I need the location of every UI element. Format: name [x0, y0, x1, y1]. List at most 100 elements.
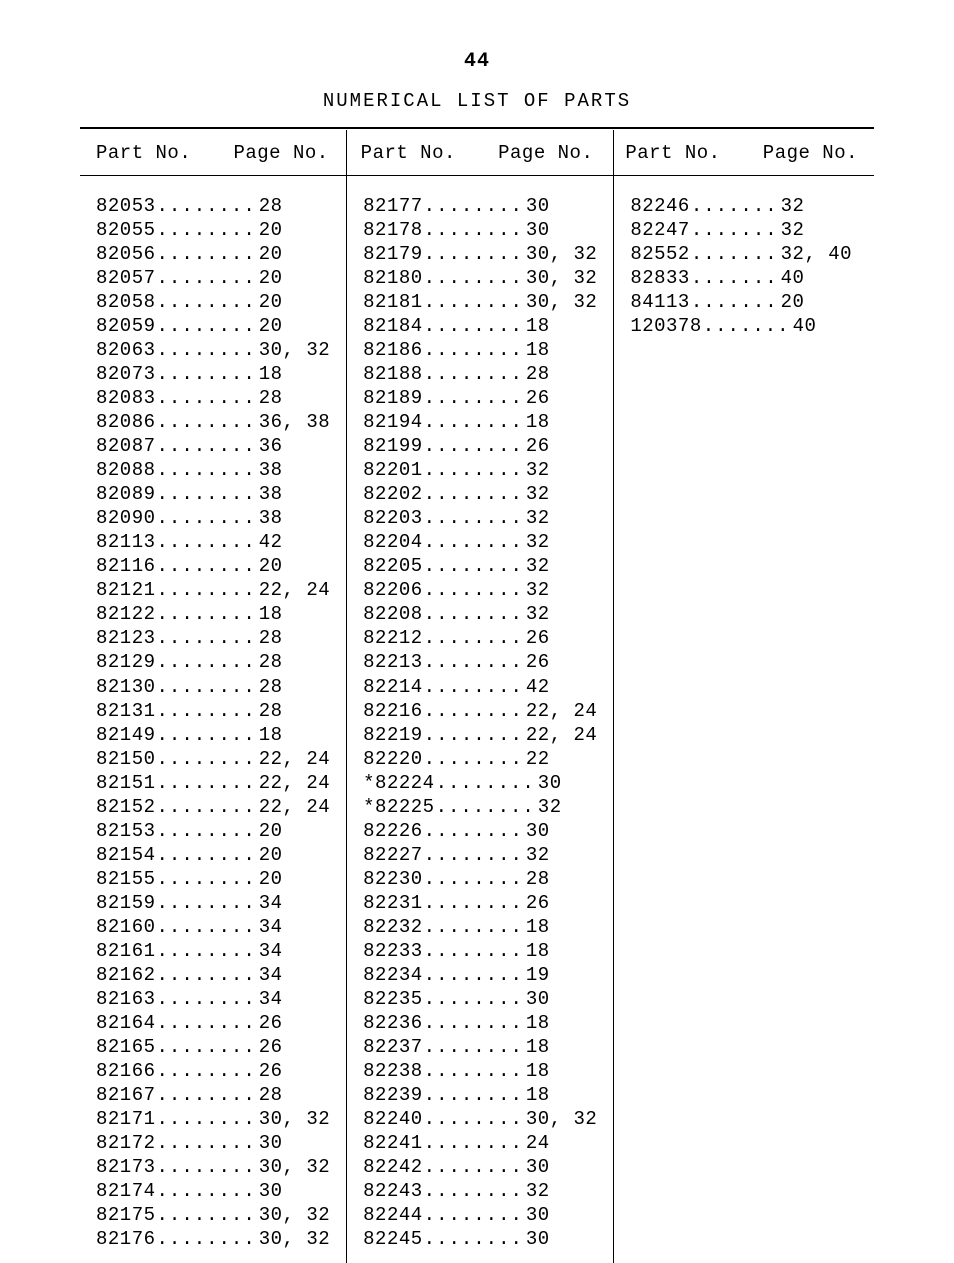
index-entry: 82239........ 18: [363, 1085, 597, 1107]
leader-dots: ........: [156, 556, 257, 578]
leader-dots: ........: [423, 1181, 524, 1203]
index-entry: 82238........ 18: [363, 1061, 597, 1083]
index-entry: 82188........ 28: [363, 364, 597, 386]
leader-dots: ........: [423, 484, 524, 506]
part-number: 82220: [363, 749, 423, 771]
index-entry: 82167........28: [96, 1085, 330, 1107]
part-number: 82159: [96, 893, 156, 915]
part-number: *82225: [363, 797, 434, 819]
part-number: 82129: [96, 652, 156, 674]
index-entry: 82162........34: [96, 965, 330, 987]
page-ref: 30: [524, 821, 550, 843]
part-number: 82174: [96, 1181, 156, 1203]
page-ref: 30: [524, 196, 550, 218]
page-ref: 28: [257, 388, 283, 410]
page-ref: 28: [257, 677, 283, 699]
page-ref: 32: [524, 532, 550, 554]
columns-container: 82053........2882055........2082056.....…: [70, 194, 884, 1254]
index-entry: 82164........26: [96, 1013, 330, 1035]
part-number: 82188: [363, 364, 423, 386]
leader-dots: ........: [423, 677, 524, 699]
part-number: 82178: [363, 220, 423, 242]
page-ref: 28: [257, 628, 283, 650]
part-number: 82090: [96, 508, 156, 530]
part-number: 82057: [96, 268, 156, 290]
part-number: 82131: [96, 701, 156, 723]
page-ref: 26: [257, 1061, 283, 1083]
header-part-label: Part No.: [625, 143, 720, 165]
index-entry: *82224........ 30: [363, 773, 597, 795]
leader-dots: ........: [156, 1061, 257, 1083]
index-entry: 82199........ 26: [363, 436, 597, 458]
leader-dots: ........: [423, 1061, 524, 1083]
page-ref: 24: [524, 1133, 550, 1155]
index-entry: 82247....... 32: [630, 220, 858, 242]
header-page-label: Page No.: [763, 143, 858, 165]
part-number: 82177: [363, 196, 423, 218]
page-ref: 22: [524, 749, 550, 771]
leader-dots: .......: [690, 292, 779, 314]
part-number: 82833: [630, 268, 690, 290]
header-col-2: Part No. Page No.: [345, 143, 610, 165]
part-number: 82216: [363, 701, 423, 723]
index-entry: 82150........22, 24: [96, 749, 330, 771]
index-entry: 82204........ 32: [363, 532, 597, 554]
page-ref: 34: [257, 965, 283, 987]
page-ref: 32: [524, 580, 550, 602]
leader-dots: ........: [156, 701, 257, 723]
page-ref: 20: [257, 869, 283, 891]
part-number: 82201: [363, 460, 423, 482]
index-entry: 82131........28: [96, 701, 330, 723]
page-ref: 36, 38: [257, 412, 330, 434]
page-ref: 30, 32: [257, 1205, 330, 1227]
index-entry: 82171........30, 32: [96, 1109, 330, 1131]
index-entry: 82194........ 18: [363, 412, 597, 434]
leader-dots: ........: [423, 965, 524, 987]
part-number: 82199: [363, 436, 423, 458]
part-number: 82086: [96, 412, 156, 434]
part-number: 82246: [630, 196, 690, 218]
part-number: 82231: [363, 893, 423, 915]
part-number: 82113: [96, 532, 156, 554]
leader-dots: ........: [156, 604, 257, 626]
page-ref: 18: [524, 340, 550, 362]
part-number: 82176: [96, 1229, 156, 1251]
part-number: 82116: [96, 556, 156, 578]
index-entry: 82165........26: [96, 1037, 330, 1059]
leader-dots: ........: [156, 244, 257, 266]
leader-dots: ........: [156, 460, 257, 482]
part-number: 82154: [96, 845, 156, 867]
part-number: 82163: [96, 989, 156, 1011]
index-entry: 82246....... 32: [630, 196, 858, 218]
page-ref: 32: [779, 196, 805, 218]
part-number: 82238: [363, 1061, 423, 1083]
leader-dots: ........: [156, 196, 257, 218]
page-ref: 30: [257, 1133, 283, 1155]
index-entry: 82175........30, 32: [96, 1205, 330, 1227]
page-ref: 18: [524, 917, 550, 939]
page-ref: 22, 24: [257, 749, 330, 771]
index-entry: 82086........36, 38: [96, 412, 330, 434]
page-ref: 30, 32: [524, 292, 597, 314]
leader-dots: ........: [156, 773, 257, 795]
leader-dots: ........: [156, 412, 257, 434]
part-number: 82212: [363, 628, 423, 650]
page-ref: 40: [779, 268, 805, 290]
page-ref: 30: [257, 1181, 283, 1203]
leader-dots: ........: [156, 436, 257, 458]
page-ref: 26: [524, 388, 550, 410]
part-number: 82245: [363, 1229, 423, 1251]
page-ref: 26: [524, 628, 550, 650]
page-ref: 38: [257, 460, 283, 482]
index-entry: 82174........30: [96, 1181, 330, 1203]
index-entry: 82173........30, 32: [96, 1157, 330, 1179]
part-number: 82230: [363, 869, 423, 891]
leader-dots: ........: [423, 580, 524, 602]
index-entry: 82129........28: [96, 652, 330, 674]
part-number: 82184: [363, 316, 423, 338]
part-number: 82173: [96, 1157, 156, 1179]
index-entry: 82213........ 26: [363, 652, 597, 674]
index-entry: 82059........20: [96, 316, 330, 338]
part-number: 82181: [363, 292, 423, 314]
page-ref: 18: [524, 316, 550, 338]
